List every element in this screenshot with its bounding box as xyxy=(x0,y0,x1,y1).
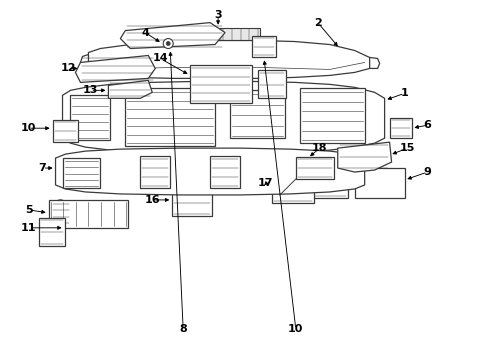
Text: 13: 13 xyxy=(83,85,98,95)
Polygon shape xyxy=(338,142,392,172)
Bar xyxy=(230,90,285,138)
Bar xyxy=(140,156,170,188)
Bar xyxy=(49,200,128,228)
Text: 18: 18 xyxy=(312,143,327,153)
Polygon shape xyxy=(80,54,89,71)
Bar xyxy=(252,36,276,58)
Circle shape xyxy=(163,39,173,49)
Bar xyxy=(390,118,412,138)
Text: 9: 9 xyxy=(423,167,431,177)
Bar xyxy=(52,120,78,142)
Bar xyxy=(272,178,314,203)
Bar xyxy=(300,88,365,143)
Text: 12: 12 xyxy=(61,63,76,73)
Text: 4: 4 xyxy=(141,28,149,37)
Polygon shape xyxy=(55,148,365,195)
Text: 1: 1 xyxy=(401,88,409,98)
Polygon shape xyxy=(89,41,369,78)
Text: 6: 6 xyxy=(423,120,431,130)
Text: 8: 8 xyxy=(179,324,187,334)
Bar xyxy=(125,88,215,146)
Text: 15: 15 xyxy=(400,143,415,153)
Text: 10: 10 xyxy=(288,324,303,334)
Polygon shape xyxy=(108,80,152,98)
Bar xyxy=(296,157,334,179)
Bar xyxy=(71,95,110,140)
Bar xyxy=(172,190,212,216)
Text: 16: 16 xyxy=(145,195,160,205)
Bar xyxy=(39,218,65,246)
Circle shape xyxy=(166,41,170,45)
Ellipse shape xyxy=(51,200,70,226)
Bar xyxy=(178,28,260,41)
Polygon shape xyxy=(75,55,155,82)
Bar xyxy=(210,156,240,188)
Polygon shape xyxy=(121,23,225,49)
Text: 14: 14 xyxy=(152,54,168,63)
Text: 11: 11 xyxy=(21,223,36,233)
Bar xyxy=(310,172,348,198)
Bar xyxy=(258,71,286,98)
Text: 3: 3 xyxy=(214,10,222,20)
Text: 2: 2 xyxy=(314,18,321,28)
Polygon shape xyxy=(369,58,380,68)
Text: 5: 5 xyxy=(25,205,32,215)
Text: 10: 10 xyxy=(21,123,36,133)
Bar xyxy=(190,66,252,103)
Text: 17: 17 xyxy=(257,178,273,188)
Bar xyxy=(63,158,100,188)
Text: 7: 7 xyxy=(39,163,47,173)
Polygon shape xyxy=(63,81,385,153)
Bar xyxy=(355,168,405,198)
